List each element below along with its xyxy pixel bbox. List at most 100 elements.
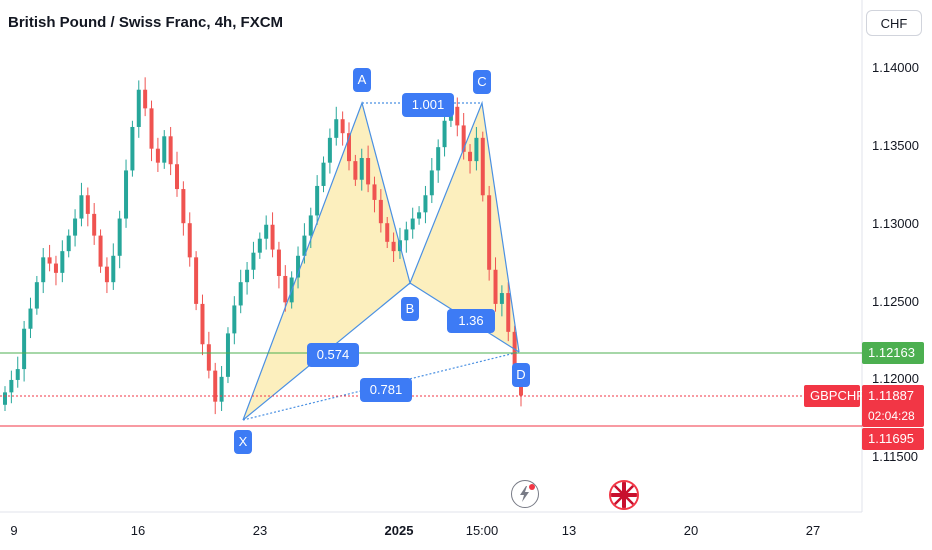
candle-body — [474, 137, 479, 162]
candle-body — [423, 195, 428, 213]
pattern-bcd-fill — [410, 103, 519, 352]
price-tick: 1.13500 — [872, 138, 919, 153]
lightning-icon-glyph — [520, 484, 535, 502]
ratio-ac[interactable]: 1.001 — [402, 93, 454, 117]
time-tick: 9 — [10, 523, 18, 538]
candle-body — [455, 106, 460, 126]
candle-body — [512, 331, 517, 379]
pattern-point-x[interactable]: X — [234, 430, 252, 454]
candle-body — [257, 238, 262, 253]
candle-body — [308, 215, 313, 236]
pattern-point-b[interactable]: B — [401, 297, 419, 321]
time-tick: 23 — [252, 523, 268, 538]
candle-body — [442, 120, 447, 148]
price-tick: 1.11500 — [872, 449, 919, 464]
red-level-tag[interactable]: 1.11695 — [862, 428, 924, 450]
candle-body — [98, 235, 103, 267]
candle-body — [15, 369, 20, 380]
candle-body — [60, 251, 65, 273]
candle-body — [270, 224, 275, 250]
candle-body — [181, 189, 186, 224]
ratio-xd[interactable]: 0.781 — [360, 378, 412, 402]
time-tick: 15:00 — [465, 523, 499, 538]
candle-body — [302, 235, 307, 256]
ratio-xab[interactable]: 0.574 — [307, 343, 359, 367]
candle-body — [3, 392, 7, 405]
countdown-tag: 02:04:28 — [862, 405, 924, 427]
candle-body — [499, 293, 504, 304]
currency-button[interactable]: CHF — [866, 10, 922, 36]
candle-body — [327, 137, 332, 163]
candle-body — [34, 282, 39, 309]
pattern-xab-fill — [243, 103, 410, 420]
candle-body — [73, 218, 78, 236]
candle-body — [283, 275, 288, 303]
candle-body — [213, 370, 218, 402]
candle-body — [353, 161, 358, 180]
pattern-leg-xd — [242, 351, 520, 421]
price-tick: 1.12500 — [872, 294, 919, 309]
candle-body — [232, 305, 237, 334]
candle-body — [296, 255, 301, 278]
candle-body — [66, 235, 71, 252]
candle-body — [366, 158, 371, 185]
candle-body — [149, 108, 154, 149]
candle-body — [143, 89, 148, 109]
lightning-icon[interactable] — [511, 480, 539, 508]
candle-body — [124, 170, 129, 219]
candle-body — [200, 303, 205, 345]
candle-body — [340, 119, 345, 134]
candle-body — [194, 257, 199, 304]
candle-body — [417, 212, 422, 219]
candle-body — [385, 223, 390, 242]
candle-body — [225, 333, 230, 377]
price-tick: 1.12000 — [872, 371, 919, 386]
last-price-tag: 1.11887 — [862, 385, 924, 407]
candle-body — [429, 170, 434, 196]
chart-title[interactable]: British Pound / Swiss Franc, 4h, FXCM — [8, 14, 284, 31]
time-tick: 27 — [805, 523, 821, 538]
candle-body — [359, 158, 364, 180]
candle-body — [372, 184, 377, 200]
candle-body — [410, 218, 415, 230]
candle-body — [79, 195, 84, 219]
candle-body — [136, 89, 141, 127]
candle-body — [487, 195, 492, 270]
candle-body — [111, 255, 116, 283]
candle-body — [238, 282, 243, 306]
candle-body — [175, 164, 179, 190]
candle-body — [85, 195, 90, 214]
uk-flag-glyph — [611, 482, 637, 508]
pattern-point-a[interactable]: A — [353, 68, 371, 92]
green-level-tag[interactable]: 1.12163 — [862, 342, 924, 364]
pattern-point-c[interactable]: C — [473, 70, 491, 94]
candle-body — [219, 376, 224, 402]
candle-body — [155, 148, 160, 163]
candle-body — [41, 257, 46, 283]
candle-body — [347, 133, 351, 162]
ratio-bcd[interactable]: 1.36 — [447, 309, 495, 333]
candle-body — [506, 293, 511, 332]
candle-body — [334, 119, 339, 138]
candle-body — [92, 213, 97, 236]
candle-body — [378, 199, 383, 224]
candle-body — [28, 308, 33, 329]
candle-body — [468, 151, 473, 162]
candle-body — [276, 249, 281, 276]
uk-flag-icon[interactable] — [609, 480, 639, 510]
candle-body — [436, 147, 441, 171]
time-tick: 20 — [683, 523, 699, 538]
candle-body — [162, 136, 167, 163]
candle-body — [9, 379, 14, 393]
candlestick-series — [3, 77, 523, 415]
symbol-tag: GBPCHF — [804, 385, 864, 407]
price-tick: 1.14000 — [872, 60, 919, 75]
candle-body — [251, 252, 256, 270]
candle-body — [315, 185, 320, 216]
pattern-point-d[interactable]: D — [512, 363, 530, 387]
candle-body — [206, 344, 211, 371]
candle-body — [130, 126, 135, 171]
time-tick: 16 — [130, 523, 146, 538]
candle-body — [321, 162, 326, 186]
